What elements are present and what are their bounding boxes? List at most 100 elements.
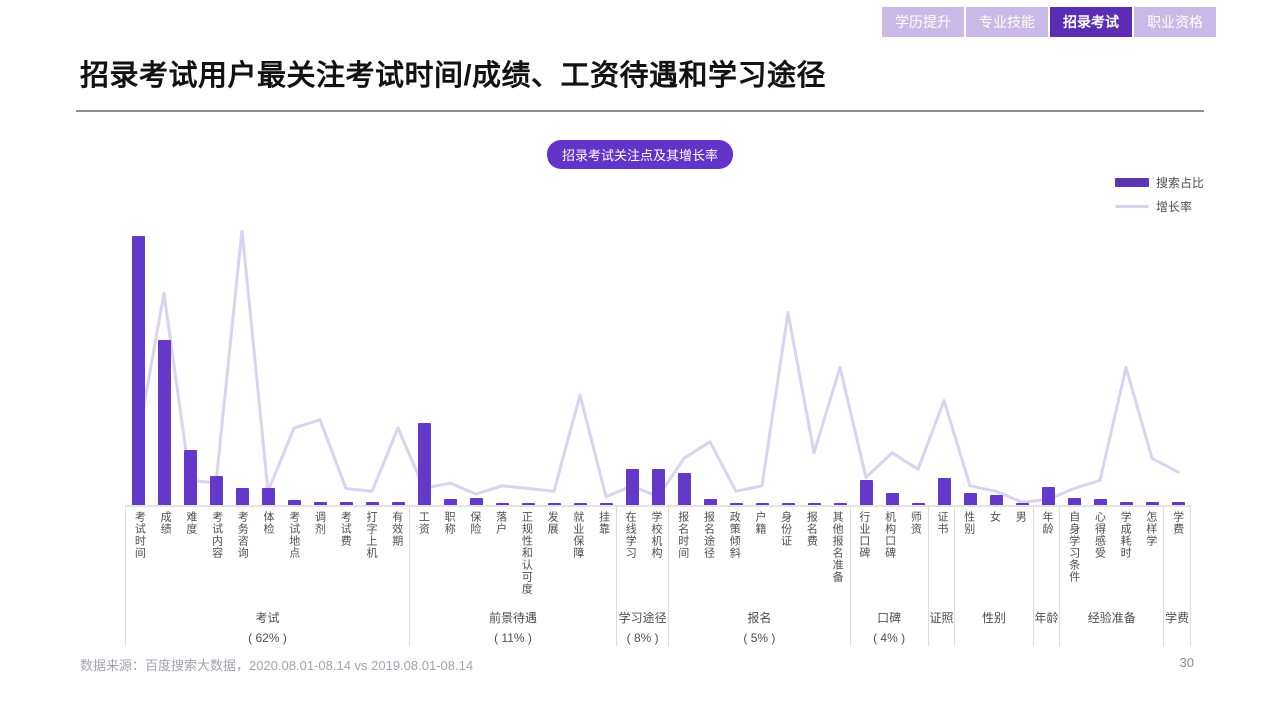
category-label: 考试时间: [133, 511, 146, 559]
category-cell: 难度: [177, 507, 203, 601]
legend-item-line: 增长率: [1114, 198, 1204, 215]
bar-难度: [183, 450, 197, 505]
bar-挂靠: [599, 503, 613, 505]
bar-column: [671, 230, 697, 505]
bar-其他报名准备: [833, 503, 847, 505]
bar-column: [749, 230, 775, 505]
category-label: 考试地点: [287, 511, 300, 559]
bar-身份证: [781, 503, 795, 505]
bar-column: [1113, 230, 1139, 505]
category-label: 学费: [1171, 511, 1184, 535]
category-cell: 证书: [929, 507, 955, 601]
bar-column: [1035, 230, 1061, 505]
category-cell: 机构口碑: [876, 507, 902, 601]
category-label: 工资: [417, 511, 430, 535]
category-cell: 考试费: [332, 507, 358, 601]
category-label: 男: [1014, 511, 1027, 523]
legend-line-label: 增长率: [1155, 200, 1192, 214]
category-label: 报名时间: [676, 511, 689, 559]
bar-户籍: [755, 503, 769, 505]
group-name: 性别: [982, 611, 1007, 625]
bar-报名时间: [677, 473, 691, 505]
category-label: 落户: [494, 511, 507, 535]
bar-落户: [495, 503, 509, 505]
bar-column: [697, 230, 723, 505]
bar-column: [515, 230, 541, 505]
category-cell: 其他报名准备: [824, 507, 850, 601]
bar-column: [567, 230, 593, 505]
bar-column: [827, 230, 853, 505]
category-label: 怎样学: [1144, 511, 1157, 547]
category-cell: 在线学习: [617, 507, 643, 601]
category-label: 考试内容: [210, 511, 223, 559]
bar-column: [645, 230, 671, 505]
group-name: 考试: [255, 611, 280, 625]
category-label: 证书: [936, 511, 949, 535]
nav-tab-zhuanye-jineng[interactable]: 专业技能: [966, 7, 1048, 37]
bar-职称: [443, 499, 457, 505]
category-cell: 师资: [902, 507, 928, 601]
bar-考务咨询: [235, 488, 249, 505]
title-divider: [76, 110, 1204, 112]
chart-plot-area: [125, 230, 1191, 507]
bar-column: [411, 230, 437, 505]
bar-column: [879, 230, 905, 505]
category-label: 考务咨询: [236, 511, 249, 559]
category-label: 政策倾斜: [728, 511, 741, 559]
category-label: 挂靠: [597, 511, 610, 535]
category-label: 就业保障: [571, 511, 584, 559]
page-title: 招录考试用户最关注考试时间/成绩、工资待遇和学习途径: [80, 60, 827, 92]
bar-column: [1087, 230, 1113, 505]
bar-考试内容: [209, 476, 223, 505]
bar-swatch-icon: [1114, 178, 1149, 187]
bar-column: [983, 230, 1009, 505]
category-cell: 工资: [410, 507, 436, 601]
bar-女: [989, 495, 1003, 505]
group-性别: 性别女男性别: [955, 507, 1034, 646]
category-cell: 落户: [487, 507, 513, 601]
bar-column: [463, 230, 489, 505]
bar-学成耗时: [1119, 502, 1133, 505]
group-name: 经验准备: [1087, 611, 1136, 625]
nav-tab-xueli-tisheng[interactable]: 学历提升: [882, 7, 964, 37]
bar-保险: [469, 498, 483, 505]
category-cell: 调剂: [306, 507, 332, 601]
category-cell: 学校机构: [643, 507, 669, 601]
group-name: 学习途径: [618, 611, 667, 625]
category-label: 调剂: [313, 511, 326, 535]
category-cell: 心得感受: [1086, 507, 1112, 601]
bar-学校机构: [651, 469, 665, 505]
bar-column: [905, 230, 931, 505]
category-cell: 有效期: [383, 507, 409, 601]
category-label: 户籍: [753, 511, 766, 535]
bar-男: [1015, 503, 1029, 505]
group-前景待遇: 工资 职称 保险 落户 正规性和认可度 发展 就业保障 挂靠 前景待遇 ( 11% ): [410, 507, 617, 646]
group-name: 学费: [1165, 611, 1190, 625]
category-cell: 报名费: [798, 507, 824, 601]
category-cell: 考试时间: [126, 507, 152, 601]
category-label: 女: [988, 511, 1001, 523]
group-证照: 证书 证照: [929, 507, 956, 646]
category-cell: 报名途径: [695, 507, 721, 601]
category-label: 打字上机: [364, 511, 377, 559]
data-source-note: 数据来源：百度搜索大数据，2020.08.01-08.14 vs 2019.08…: [80, 658, 474, 673]
group-percent: ( 62% ): [248, 631, 287, 645]
bar-column: [593, 230, 619, 505]
category-label: 保险: [468, 511, 481, 535]
bars-row: [125, 230, 1191, 505]
category-cell: 自身学习条件: [1060, 507, 1086, 601]
nav-tab-zhaolu-kaoshi[interactable]: 招录考试: [1050, 7, 1132, 37]
category-label: 正规性和认可度: [520, 511, 533, 595]
nav-tab-zhiye-zige[interactable]: 职业资格: [1134, 7, 1216, 37]
group-经验准备: 自身学习条件 心得感受 学成耗时 怎样学 经验准备: [1060, 507, 1165, 646]
category-cell: 女: [981, 507, 1007, 601]
bar-column: [255, 230, 281, 505]
bar-column: [359, 230, 385, 505]
bar-考试地点: [287, 500, 301, 505]
category-label: 年龄: [1040, 511, 1053, 535]
group-percent: [1164, 631, 1190, 646]
category-cell: 考试地点: [280, 507, 306, 601]
category-label: 考试费: [339, 511, 352, 547]
category-label: 性别: [962, 511, 975, 535]
